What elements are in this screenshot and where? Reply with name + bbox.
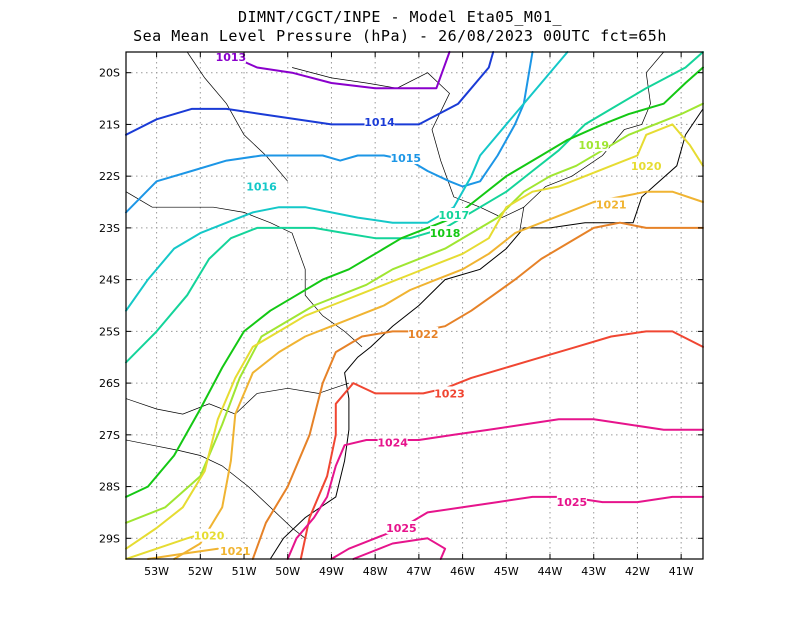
isobar-label-1020: 1020 [631, 160, 662, 173]
isobar-label-1017: 1017 [439, 209, 470, 222]
y-tick-label: 21S [99, 118, 120, 131]
isobar-label-1014: 1014 [364, 116, 395, 129]
isobar-label-bg [386, 520, 417, 534]
isobar-1021 [173, 190, 704, 560]
isobar-label-1016: 1016 [246, 181, 277, 194]
state-border [292, 51, 664, 218]
isobar-label-1021: 1021 [596, 199, 627, 212]
isobar-label-1023: 1023 [434, 387, 465, 400]
y-tick-label: 24S [99, 274, 120, 287]
isobar-1016 [125, 51, 569, 312]
y-tick-label: 26S [99, 377, 120, 390]
x-tick-label: 45W [494, 565, 519, 578]
isobar-label-bg [430, 226, 461, 240]
y-tick-label: 22S [99, 170, 120, 183]
isobar-label-bg [438, 207, 469, 221]
isobar-label-bg [220, 544, 251, 558]
isobar-label-1022: 1022 [408, 328, 439, 341]
isobar-label-1018: 1018 [430, 227, 461, 240]
isobar-1024 [286, 418, 704, 560]
isobar-1018 [125, 66, 704, 498]
axis-layer: 53W 52W 51W 50W 49W 48W 47W 46W 45W 44W 43W 42W 41W 2… [99, 52, 703, 578]
isobar-1013 [221, 51, 451, 90]
x-tick-label: 50W [275, 565, 300, 578]
grid-layer [126, 52, 703, 559]
isobar-label-1021: 1021 [220, 545, 251, 558]
isobar-label-bg [408, 326, 439, 340]
isobar-1015 [125, 51, 534, 214]
isobar-1020 [125, 123, 704, 550]
y-tick-label: 20S [99, 67, 120, 80]
chart-title-line1: DIMNT/CGCT/INPE - Model Eta05_M01_ [237, 8, 563, 26]
isobar-label-bg [194, 528, 225, 542]
x-tick-label: 47W [406, 565, 431, 578]
x-tick-label: 44W [538, 565, 563, 578]
isobar-label-bg [215, 50, 246, 64]
isobar-1014 [125, 51, 495, 136]
isobar-label-bg [390, 151, 421, 165]
isobar-1019 [125, 102, 704, 524]
isobar-label-bg [556, 495, 587, 509]
state-border [186, 51, 288, 182]
isobar-label-1024: 1024 [377, 437, 408, 450]
x-tick-label: 43W [581, 565, 606, 578]
isobar-label-bg [434, 386, 465, 400]
y-tick-label: 29S [99, 532, 120, 545]
coastline [269, 108, 704, 560]
isobar-label-bg [377, 435, 408, 449]
isobar-label-1019: 1019 [578, 139, 609, 152]
contour-layer [125, 51, 704, 560]
x-tick-label: 52W [188, 565, 213, 578]
y-tick-label: 28S [99, 481, 120, 494]
contour-label-layer: 1013 1014 1015 1016 1017 1018 1019 1020 1021 1022… [194, 50, 662, 558]
isobar-label-1025: 1025 [386, 522, 417, 535]
y-tick-label: 25S [99, 325, 120, 338]
plot-frame [125, 51, 704, 560]
isobar-label-bg [246, 179, 277, 193]
isobar-label-1020: 1020 [194, 530, 225, 543]
isobar-1025 [330, 495, 704, 560]
isobar-label-bg [631, 158, 662, 172]
chart-title-line2: Sea Mean Level Pressure (hPa) - 26/08/20… [133, 27, 667, 45]
isobar-label-1025: 1025 [557, 496, 588, 509]
y-tick-label: 27S [99, 429, 120, 442]
state-border [125, 439, 306, 560]
x-tick-label: 42W [625, 565, 650, 578]
isobar-label-bg [364, 114, 395, 128]
isobar-1017 [125, 51, 704, 364]
x-tick-label: 49W [319, 565, 344, 578]
isobar-label-bg [578, 138, 609, 152]
x-tick-label: 41W [669, 565, 694, 578]
x-tick-label: 48W [363, 565, 388, 578]
x-tick-label: 51W [232, 565, 257, 578]
x-tick-label: 53W [144, 565, 169, 578]
isobar-label-bg [596, 197, 627, 211]
isobar-label-1013: 1013 [216, 51, 247, 64]
map-layer [125, 51, 704, 560]
isobar-label-1015: 1015 [390, 152, 421, 165]
isobar-1023 [299, 330, 704, 560]
isobar-1022 [251, 221, 704, 560]
x-tick-label: 46W [450, 565, 475, 578]
y-tick-label: 23S [99, 222, 120, 235]
isobar-1021 [146, 547, 219, 560]
state-border [519, 207, 525, 234]
isobar-1025 [352, 537, 447, 560]
